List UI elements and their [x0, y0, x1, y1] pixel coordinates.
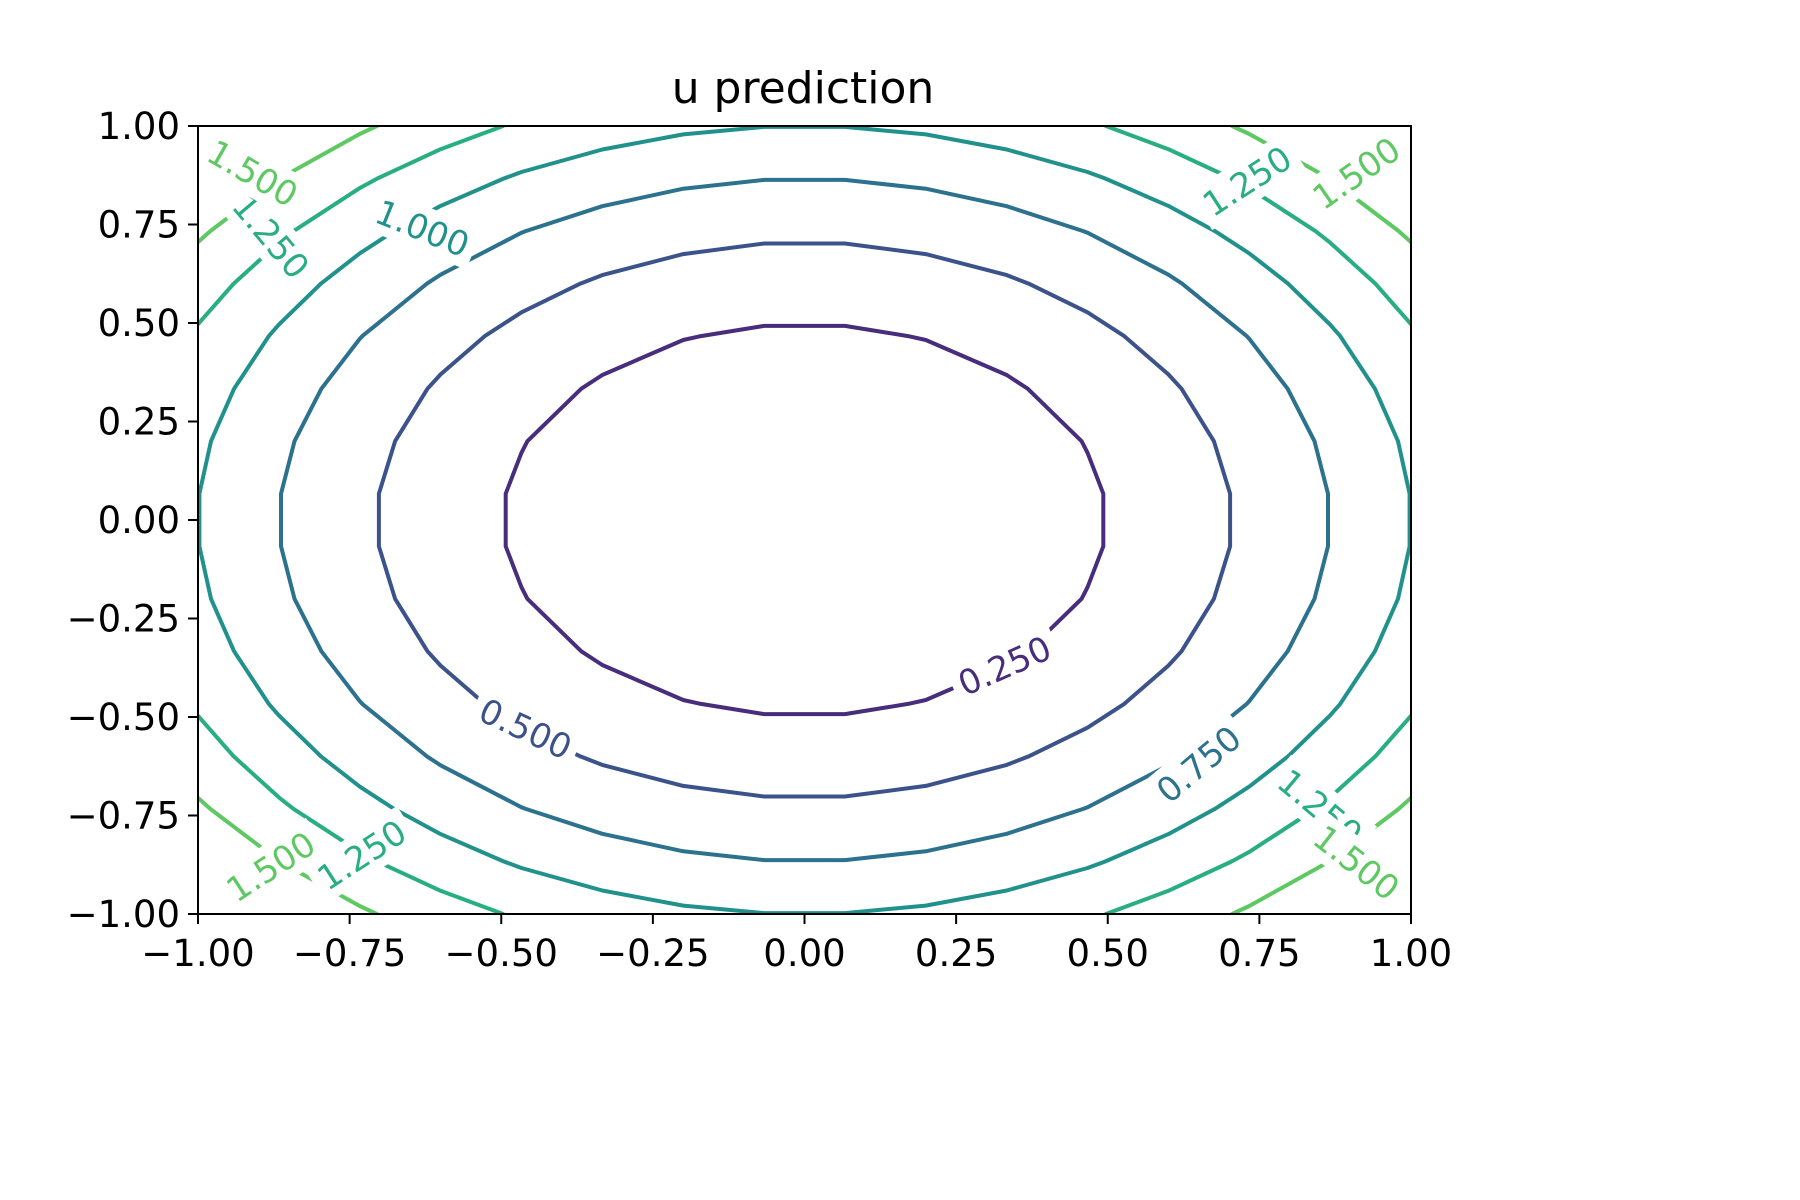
y-axis: −1.00 −0.75 −0.50 −0.25 0.00 0.25 0.50 0.75 1.00 [67, 105, 198, 936]
contour-line-1.000 [198, 126, 1411, 914]
x-tick-label: 0.25 [915, 932, 997, 975]
contour-label-backing [1141, 711, 1256, 818]
y-tick-label: 0.50 [98, 302, 180, 345]
contour-label-backing [1297, 123, 1415, 224]
y-tick-label: −1.00 [67, 893, 180, 936]
x-tick-label: −0.25 [596, 932, 709, 975]
contour-line-0.750 [279, 177, 1330, 863]
contour-label-backing [211, 817, 330, 916]
x-tick-label: 1.00 [1370, 932, 1452, 975]
y-tick-label: −0.25 [67, 598, 180, 641]
chart-title: u prediction [672, 63, 935, 114]
contour-line-0.500 [376, 241, 1233, 799]
contour-label-backing [465, 685, 586, 773]
y-tick-label: 0.75 [98, 204, 180, 247]
x-tick-label: −1.00 [141, 932, 254, 975]
x-tick-label: −0.75 [293, 932, 406, 975]
y-tick-label: −0.50 [67, 696, 180, 739]
x-tick-label: 0.00 [763, 932, 845, 975]
y-tick-label: 0.00 [98, 499, 180, 542]
contour-label-backing [1188, 132, 1307, 231]
y-tick-label: 0.25 [98, 401, 180, 444]
contour-label-backing [944, 622, 1065, 709]
x-tick-label: −0.50 [445, 932, 558, 975]
x-axis: −1.00 −0.75 −0.50 −0.25 0.00 0.25 0.50 0.75 1.00 [141, 914, 1452, 975]
contour-label-backing [193, 126, 313, 221]
contour-label-backing [217, 179, 324, 294]
x-tick-label: 0.50 [1067, 932, 1149, 975]
x-tick-label: 0.75 [1218, 932, 1300, 975]
contour-label-backing [302, 805, 421, 904]
contour-label-backing [362, 187, 483, 270]
contour-label-backing [1298, 810, 1415, 915]
y-tick-label: −0.75 [67, 795, 180, 838]
y-tick-label: 1.00 [98, 105, 180, 148]
